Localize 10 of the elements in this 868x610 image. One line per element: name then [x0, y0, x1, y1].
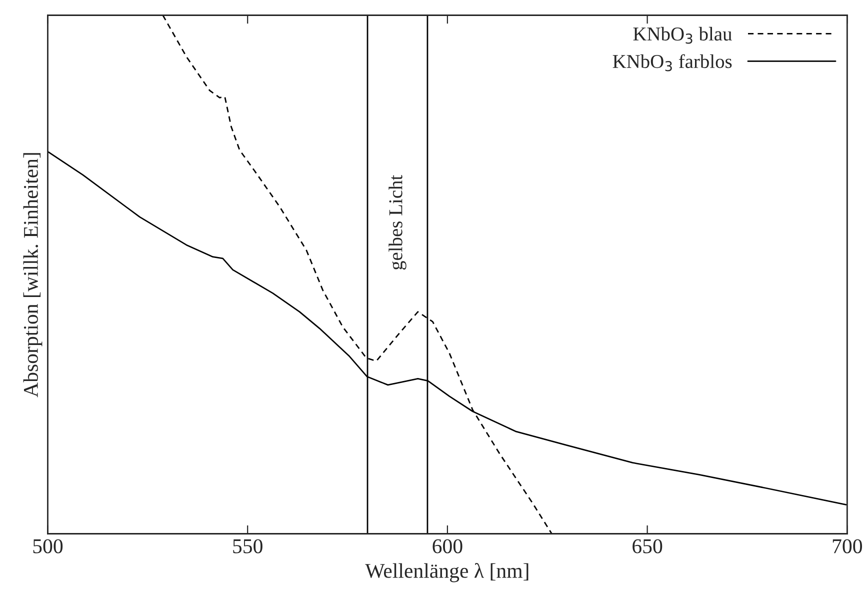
x-tick-label: 650: [632, 539, 662, 554]
x-tick-label: 700: [832, 539, 862, 554]
annotation: gelbes Licht: [388, 174, 406, 270]
x-tick-label: 600: [432, 539, 462, 554]
y-axis-title: Absorption [willk. Einheiten]: [23, 153, 42, 398]
x-axis-title: Wellenlänge λ [nm]: [365, 563, 528, 582]
x-tick-label: 500: [33, 539, 63, 554]
legend-label: KNbO$_{3}$ blau: [633, 26, 732, 44]
legend-label: KNbO$_{3}$ farblos: [612, 54, 732, 72]
x-tick-label: 550: [233, 539, 262, 554]
